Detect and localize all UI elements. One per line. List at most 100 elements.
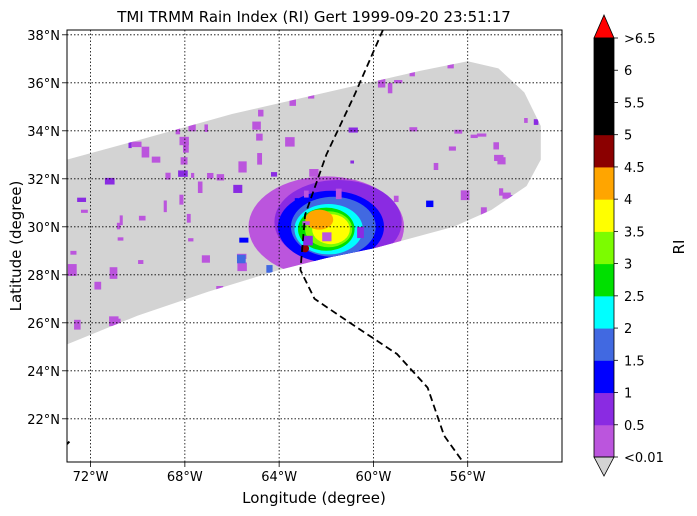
rain-cell xyxy=(270,172,278,177)
rain-cell xyxy=(191,172,195,178)
rain-cell xyxy=(303,235,313,246)
rain-cell xyxy=(104,177,115,185)
rain-cell xyxy=(117,237,124,241)
rain-cell xyxy=(309,169,319,177)
rain-cell xyxy=(163,200,167,213)
rain-cell xyxy=(256,133,263,141)
rain-cell xyxy=(409,127,418,132)
rain-cell xyxy=(394,79,403,84)
colorbar-segment xyxy=(594,328,614,361)
rain-cell xyxy=(348,127,358,133)
rain-cell xyxy=(131,141,142,148)
rain-cell xyxy=(494,154,504,162)
y-tick-label: 24°N xyxy=(27,365,60,380)
colorbar-segment xyxy=(594,295,614,329)
x-tick-label: 64°W xyxy=(261,470,297,485)
rain-cell xyxy=(204,124,208,132)
y-tick-label: 38°N xyxy=(27,29,60,44)
rain-cell xyxy=(141,146,150,158)
colorbar-segment xyxy=(594,134,614,168)
rain-cell xyxy=(94,281,102,290)
rain-cell xyxy=(239,237,249,243)
rain-cell xyxy=(179,136,189,146)
rain-cell xyxy=(302,221,310,226)
colorbar-tick-label: 2.5 xyxy=(624,290,645,305)
rain-cell xyxy=(165,172,171,180)
rain-cell xyxy=(454,129,463,134)
colorbar-tick-label: 4.5 xyxy=(624,161,645,176)
colorbar-tick-label: 6 xyxy=(624,64,632,79)
colorbar-segment xyxy=(594,102,614,136)
rain-cell xyxy=(480,207,487,216)
colorbar-segment xyxy=(594,231,614,265)
y-tick-label: 34°N xyxy=(27,125,60,140)
rain-cell xyxy=(74,319,81,330)
rain-core xyxy=(305,209,334,230)
x-tick-label: 60°W xyxy=(355,470,391,485)
x-axis: 72°W 68°W 64°W 60°W 56°W xyxy=(73,462,486,485)
colorbar-tick-label: 1 xyxy=(624,387,632,402)
rain-cell xyxy=(266,265,273,273)
rain-cell xyxy=(533,119,539,125)
colorbar-tick-label: 4 xyxy=(624,193,632,208)
colorbar-over-extension xyxy=(593,13,615,39)
plot-area xyxy=(67,30,562,462)
rain-cell xyxy=(70,250,77,255)
rain-cell xyxy=(151,156,161,163)
colorbar-segment xyxy=(594,70,614,103)
colorbar-tick-label: 0.5 xyxy=(624,419,645,434)
colorbar-under-extension xyxy=(593,456,615,477)
colorbar-tick-label: 1.5 xyxy=(624,354,645,369)
rain-cell xyxy=(409,70,415,77)
colorbar-segment xyxy=(594,199,614,232)
rain-cell xyxy=(252,121,261,130)
y-tick-label: 22°N xyxy=(27,413,60,428)
rain-cell xyxy=(216,174,225,181)
colorbar-tick-label: >6.5 xyxy=(624,32,656,47)
rain-cell xyxy=(470,134,478,139)
rain-cell xyxy=(207,172,214,179)
rain-cell xyxy=(237,262,247,272)
rain-cell xyxy=(502,192,511,199)
colorbar-segment xyxy=(594,263,614,297)
storm-track xyxy=(299,30,464,462)
rain-cell xyxy=(238,161,247,173)
colorbar-segment xyxy=(594,392,614,426)
y-tick-label: 32°N xyxy=(27,173,60,188)
rain-cell xyxy=(186,213,191,223)
rain-cell xyxy=(493,142,499,150)
rain-cell xyxy=(188,124,196,132)
rain-cell xyxy=(447,61,454,69)
plot-frame xyxy=(66,29,563,463)
y-axis: 22°N 24°N 26°N 28°N 30°N 32°N 34°N 36°N 38°N xyxy=(27,29,67,428)
rain-cell xyxy=(138,260,144,264)
rain-cell xyxy=(393,195,399,203)
colorbar-tick-label: 2 xyxy=(624,322,632,337)
rain-cell xyxy=(178,170,188,177)
rain-cell xyxy=(109,267,118,279)
rain-cell xyxy=(188,238,194,242)
rain-cell xyxy=(128,140,132,149)
rain-cell xyxy=(285,137,295,147)
y-tick-label: 36°N xyxy=(27,77,60,92)
rain-cell xyxy=(233,184,243,193)
rain-cell xyxy=(499,188,504,196)
rain-cell xyxy=(182,142,189,153)
colorbar-tick-label: 5 xyxy=(624,129,632,144)
colorbar-tick-label: <0.01 xyxy=(624,451,664,466)
rain-cell xyxy=(476,133,487,137)
rain-cell xyxy=(112,318,121,330)
x-tick-label: 56°W xyxy=(450,470,486,485)
colorbar-segment xyxy=(594,166,614,200)
colorbar-tick-label: 3.5 xyxy=(624,225,645,240)
rain-cell xyxy=(294,198,299,208)
colorbar-tick-label: 3 xyxy=(624,258,632,273)
rain-cell xyxy=(175,124,181,135)
rain-cell xyxy=(116,222,121,230)
rain-cell xyxy=(77,197,87,202)
rain-cell xyxy=(236,254,246,264)
rain-cell xyxy=(387,83,393,94)
colorbar: <0.01 0.5 1 1.5 2 2.5 3 3.5 4 4.5 5 5.5 6 >6.5 xyxy=(593,13,664,477)
colorbar-segment xyxy=(594,360,614,394)
